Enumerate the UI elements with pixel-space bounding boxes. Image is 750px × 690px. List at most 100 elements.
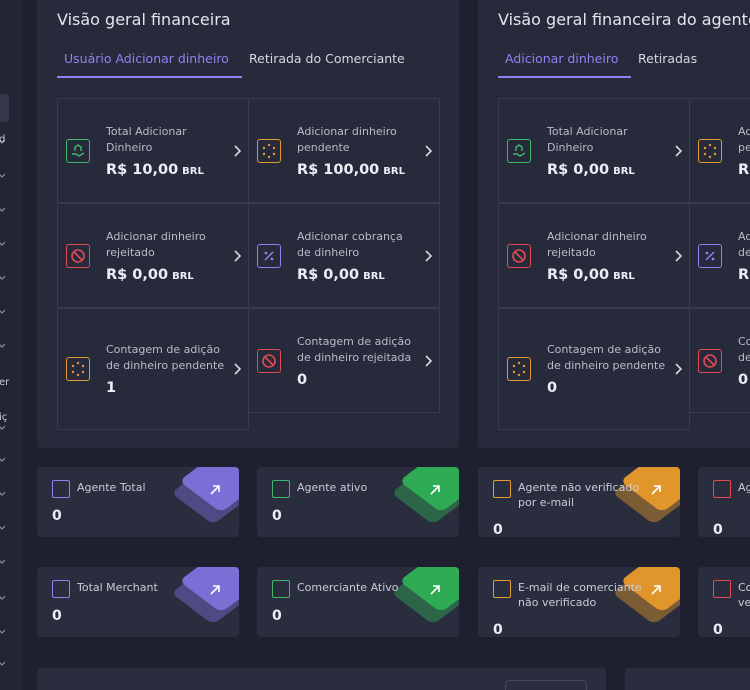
icon <box>257 138 281 163</box>
arrow-icon <box>651 585 661 595</box>
chevron <box>234 363 241 375</box>
cell-amount: 1 <box>106 380 226 396</box>
stat-card[interactable]: Agente não verificado por e-mail 0 <box>478 467 680 537</box>
cell-text: Adicionar dinheiro rejeitado R$ 0,00 BRL <box>106 229 226 283</box>
amount: 0 <box>547 380 558 396</box>
icon-glyph <box>703 143 717 158</box>
card-value: 0 <box>493 622 503 637</box>
icon <box>698 243 722 268</box>
card-value: 0 <box>52 508 62 524</box>
chevron <box>0 491 6 496</box>
bottom-card <box>625 668 750 690</box>
card-icon <box>493 480 511 498</box>
currency: BRL <box>613 165 635 177</box>
icon-glyph <box>512 248 526 263</box>
panel-title: Visão geral financeira do agente <box>498 10 750 29</box>
stat-card[interactable]: Agente ativo 0 <box>257 467 459 537</box>
chevron <box>0 425 6 430</box>
cell-label: Total Adicionar Dinheiro <box>106 124 187 154</box>
tab[interactable]: Retirada do Comerciante <box>249 51 405 66</box>
stat-cell[interactable]: Adicionar dinheiro rejeitado R$ 0,00 BRL <box>498 203 690 308</box>
icon-glyph <box>71 361 85 377</box>
stat-card[interactable]: E-mail de comerciante não verificado 0 <box>478 567 680 637</box>
amount: R$ 0,00 <box>547 161 610 178</box>
icon-glyph <box>72 143 85 157</box>
arrow-icon <box>210 485 220 495</box>
chevron <box>0 343 6 348</box>
card-icon <box>52 580 70 598</box>
button[interactable] <box>505 680 587 690</box>
tab[interactable]: Adicionar dinheiro <box>505 51 619 66</box>
chevron <box>0 595 6 600</box>
stat-cell[interactable]: Contagem de adição de dinheiro rejeitada… <box>248 308 440 413</box>
card-value: 0 <box>493 522 503 537</box>
amount: R$ 0,00 <box>738 161 750 178</box>
cell-label: Adicionar dinheiro pendente <box>297 124 397 154</box>
chevron <box>425 354 432 367</box>
stat-cell[interactable]: Contagem de adição de dinheiro rejeitada… <box>689 308 750 413</box>
sidebar-text: d <box>0 134 6 145</box>
chevron <box>675 144 682 157</box>
icon-glyph <box>262 353 276 368</box>
card-icon <box>493 580 511 598</box>
tab[interactable]: Usuário Adicionar dinheiro <box>64 51 229 66</box>
chevron <box>0 207 6 212</box>
stat-card[interactable]: Agente não verificado 0 <box>698 467 750 537</box>
cell-text: Contagem de adição de dinheiro pendente 1 <box>106 342 226 396</box>
chevron <box>675 249 682 262</box>
stat-cell[interactable]: Total Adicionar Dinheiro R$ 10,00 BRL <box>57 98 249 203</box>
card-label: Agente Total <box>77 481 146 494</box>
icon-glyph <box>703 353 717 368</box>
sidebar-text: er <box>0 377 10 388</box>
currency: BRL <box>182 165 204 177</box>
cell-text: Adicionar dinheiro pendente R$ 100,00 BRL <box>297 124 417 178</box>
stat-card[interactable]: Total Merchant 0 <box>37 567 239 637</box>
chevron <box>0 629 6 634</box>
arrow-icon <box>651 485 661 495</box>
stat-cell[interactable]: Contagem de adição de dinheiro pendente 1 <box>57 308 249 430</box>
currency: BRL <box>613 270 635 282</box>
cell-amount: 0 <box>738 372 750 388</box>
card-icon <box>713 580 731 598</box>
icon-glyph <box>71 248 85 263</box>
card-value: 0 <box>272 508 282 524</box>
cell-label: Total Adicionar Dinheiro <box>547 124 628 154</box>
stat-cell[interactable]: Adicionar dinheiro rejeitado R$ 0,00 BRL <box>57 203 249 308</box>
currency: BRL <box>363 270 385 282</box>
cell-amount: R$ 100,00 BRL <box>297 162 417 178</box>
stat-cell[interactable]: Total Adicionar Dinheiro R$ 0,00 BRL <box>498 98 690 203</box>
amount: R$ 10,00 <box>106 161 179 178</box>
icon-glyph <box>264 250 274 261</box>
tab[interactable]: Retiradas <box>638 51 698 66</box>
icon-glyph <box>512 361 526 377</box>
cell-text: Contagem de adição de dinheiro rejeitada… <box>297 334 417 388</box>
cell-label: Adicionar dinheiro rejeitado <box>547 229 647 259</box>
card-label: Agente ativo <box>297 481 368 494</box>
cell-text: Contagem de adição de dinheiro rejeitada… <box>738 334 750 388</box>
stat-cell[interactable]: Contagem de adição de dinheiro pendente 0 <box>498 308 690 430</box>
stat-cell[interactable]: Adicionar dinheiro pendente R$ 100,00 BRL <box>248 98 440 203</box>
card-icon <box>713 480 731 498</box>
amount: R$ 100,00 <box>297 161 380 178</box>
currency: BRL <box>172 270 194 282</box>
stat-card[interactable]: Comerciante não verificado 0 <box>698 567 750 637</box>
icon <box>507 243 531 268</box>
amount: 1 <box>106 380 117 396</box>
stat-card[interactable]: Comerciante Ativo 0 <box>257 567 459 637</box>
cell-amount: R$ 10,00 BRL <box>106 162 226 178</box>
panel-title: Visão geral financeira <box>57 10 231 29</box>
icon <box>66 138 90 163</box>
amount: 0 <box>297 371 308 388</box>
stat-card[interactable]: Agente Total 0 <box>37 467 239 537</box>
cell-text: Contagem de adição de dinheiro pendente 0 <box>547 342 667 396</box>
tab-underline <box>498 76 631 78</box>
